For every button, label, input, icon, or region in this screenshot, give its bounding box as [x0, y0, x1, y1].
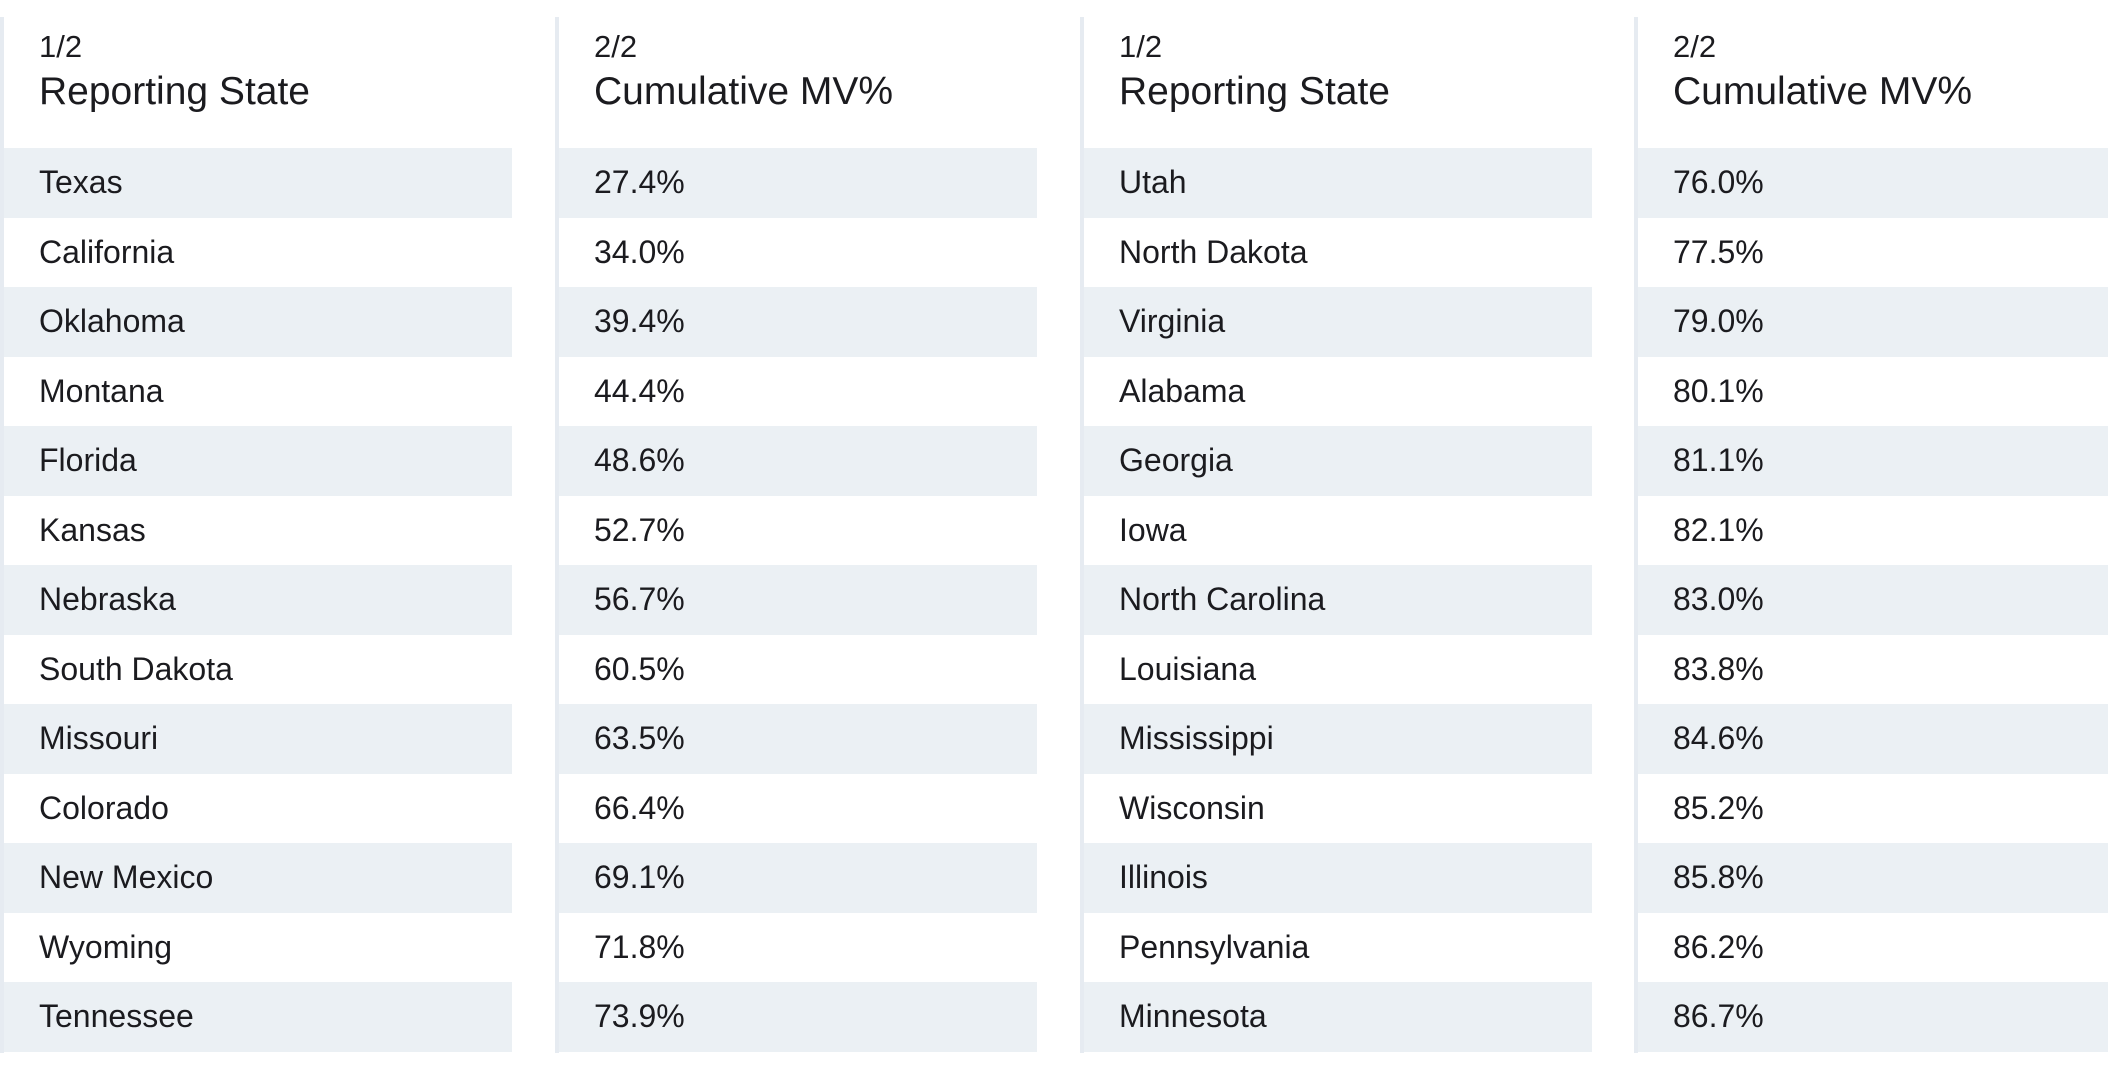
table-row: 69.1% — [559, 843, 1037, 913]
panel-column-title: Reporting State — [39, 70, 311, 113]
table-row: Wisconsin — [1119, 789, 1265, 826]
panel-column-title: Reporting State — [1119, 70, 1391, 113]
table-row: 79.0% — [1638, 287, 2108, 357]
table-row: Florida — [4, 426, 512, 496]
table-row: 60.5% — [594, 650, 685, 687]
table-row: 76.0% — [1638, 148, 2108, 218]
table-row: 34.0% — [594, 233, 685, 270]
panel-rows: 27.4% 34.0% 39.4% 44.4% 48.6% 52.7% 56.7… — [559, 148, 1037, 1053]
panel-part-label: 2/2 — [1673, 29, 1717, 64]
table-row: 66.4% — [594, 789, 685, 826]
table-row: 77.5% — [1673, 233, 1764, 270]
table-row: 63.5% — [559, 704, 1037, 774]
table-row: Colorado — [39, 789, 169, 826]
table-row: Mississippi — [1084, 704, 1592, 774]
table-row: 82.1% — [1673, 511, 1764, 548]
table-row: Wyoming — [39, 928, 173, 965]
table-row: Montana — [39, 372, 164, 409]
panel-header: 1/2 Reporting State — [1084, 17, 1592, 148]
table-row: 56.7% — [559, 565, 1037, 635]
panel-part-label: 1/2 — [1119, 29, 1163, 64]
table-row: Louisiana — [1119, 650, 1256, 687]
panel-part-label: 1/2 — [39, 29, 83, 64]
panel-part-label: 2/2 — [594, 29, 638, 64]
table-row: 52.7% — [594, 511, 685, 548]
table-row: Utah — [1084, 148, 1592, 218]
table-row: North Dakota — [1119, 233, 1308, 270]
table-row: Georgia — [1084, 426, 1592, 496]
table-row: 44.4% — [594, 372, 685, 409]
panel-2-cumulative-mv: 2/2 Cumulative MV% 27.4% 34.0% 39.4% 44.… — [555, 17, 1037, 1053]
table-row: Kansas — [39, 511, 146, 548]
table-row: Alabama — [1119, 372, 1246, 409]
table-row: Minnesota — [1084, 982, 1592, 1052]
table-row: 48.6% — [559, 426, 1037, 496]
panel-3-reporting-state: 1/2 Reporting State Utah North Dakota Vi… — [1080, 17, 1592, 1053]
table-row: 85.2% — [1673, 789, 1764, 826]
panel-rows: Texas California Oklahoma Montana Florid… — [4, 148, 512, 1053]
table-row: 80.1% — [1673, 372, 1764, 409]
table-row: Oklahoma — [4, 287, 512, 357]
table-row: 86.2% — [1673, 928, 1764, 965]
table-row: 81.1% — [1638, 426, 2108, 496]
table-row: Texas — [4, 148, 512, 218]
table-row: Pennsylvania — [1119, 928, 1310, 965]
table-row: Tennessee — [4, 982, 512, 1052]
table-row: North Carolina — [1084, 565, 1592, 635]
table-row: New Mexico — [4, 843, 512, 913]
table-row: Iowa — [1119, 511, 1187, 548]
table-row: Virginia — [1084, 287, 1592, 357]
table-row: 85.8% — [1638, 843, 2108, 913]
table-row: 71.8% — [594, 928, 685, 965]
panel-4-cumulative-mv: 2/2 Cumulative MV% 76.0% 77.5% 79.0% 80.… — [1634, 17, 2108, 1053]
table-row: South Dakota — [39, 650, 233, 687]
table-row: Illinois — [1084, 843, 1592, 913]
table-row: Missouri — [4, 704, 512, 774]
table-row: Nebraska — [4, 565, 512, 635]
panel-header: 2/2 Cumulative MV% — [1638, 17, 2108, 148]
panel-rows: 76.0% 77.5% 79.0% 80.1% 81.1% 82.1% 83.0… — [1638, 148, 2108, 1053]
table-row: 84.6% — [1638, 704, 2108, 774]
table-row: 73.9% — [559, 982, 1037, 1052]
table-row: 83.0% — [1638, 565, 2108, 635]
panel-rows: Utah North Dakota Virginia Alabama Georg… — [1084, 148, 1592, 1053]
panel-1-reporting-state: 1/2 Reporting State Texas California Okl… — [0, 17, 512, 1053]
table-row: 39.4% — [559, 287, 1037, 357]
table-row: 86.7% — [1638, 982, 2108, 1052]
table-row: 83.8% — [1673, 650, 1764, 687]
panel-column-title: Cumulative MV% — [1673, 70, 1973, 113]
table-row: California — [39, 233, 175, 270]
panel-header: 1/2 Reporting State — [4, 17, 512, 148]
panel-header: 2/2 Cumulative MV% — [559, 17, 1037, 148]
table-row: 27.4% — [559, 148, 1037, 218]
panel-column-title: Cumulative MV% — [594, 70, 894, 113]
